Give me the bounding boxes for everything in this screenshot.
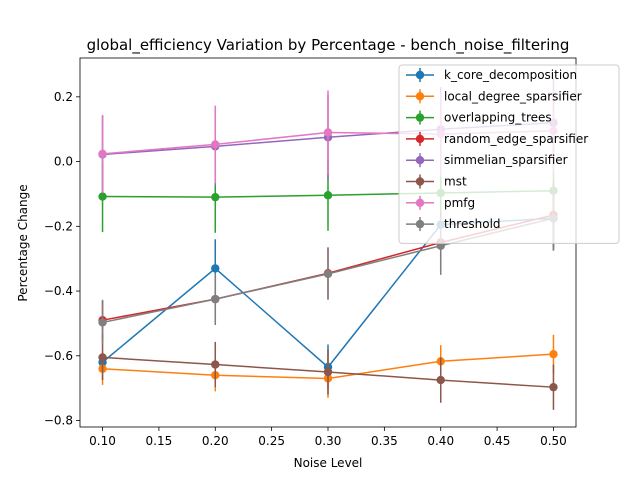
data-point [211, 192, 220, 202]
legend-label: local_degree_sparsifier [444, 89, 582, 103]
legend-entry-threshold: threshold [406, 217, 501, 232]
data-point [549, 382, 558, 392]
legend-marker [415, 70, 425, 80]
data-point [98, 192, 107, 201]
data-point [323, 367, 333, 377]
legend-label: pmfg [444, 196, 475, 210]
legend-label: random_edge_sparsifier [444, 132, 588, 146]
data-point [98, 149, 107, 159]
data-point [98, 318, 107, 327]
data-point [323, 128, 333, 137]
data-point [211, 360, 220, 369]
legend-entry-k_core_decomposition: k_core_decomposition [406, 68, 577, 82]
legend-label: threshold [444, 217, 501, 231]
legend-marker [415, 156, 425, 165]
legend-marker [415, 134, 425, 144]
legend-marker [415, 219, 425, 229]
y-tick-label: −0.8 [44, 414, 73, 428]
y-axis-label: Percentage Change [16, 184, 30, 301]
legend-entry-local_degree_sparsifier: local_degree_sparsifier [406, 89, 582, 104]
data-point [211, 294, 220, 304]
x-tick-label: 0.40 [427, 434, 454, 448]
legend-entry-simmelian_sparsifier: simmelian_sparsifier [406, 153, 568, 168]
x-tick-label: 0.30 [315, 434, 342, 448]
legend-marker [415, 198, 425, 207]
legend-label: mst [444, 175, 467, 189]
x-tick-label: 0.10 [89, 434, 116, 448]
legend-entry-random_edge_sparsifier: random_edge_sparsifier [406, 131, 588, 146]
x-tick-label: 0.15 [146, 434, 173, 448]
x-tick-label: 0.45 [484, 434, 511, 448]
data-point [211, 264, 220, 273]
data-point [323, 191, 333, 200]
x-tick-label: 0.25 [258, 434, 285, 448]
y-tick-label: −0.2 [44, 219, 73, 233]
legend-marker [415, 177, 425, 186]
legend-label: overlapping_trees [444, 111, 552, 125]
legend-marker [415, 92, 425, 101]
x-tick-label: 0.20 [202, 434, 229, 448]
y-tick-label: −0.4 [44, 284, 73, 298]
data-point [436, 375, 445, 385]
legend-box [398, 64, 620, 244]
series-mst [98, 334, 558, 410]
legend-marker [415, 113, 425, 122]
legend-label: simmelian_sparsifier [444, 153, 568, 167]
legend-label: k_core_decomposition [444, 68, 577, 82]
chart-title: global_efficiency Variation by Percentag… [87, 36, 570, 55]
y-tick-label: −0.6 [44, 349, 73, 363]
legend-entry-pmfg: pmfg [406, 195, 475, 210]
x-tick-label: 0.35 [371, 434, 398, 448]
data-point [98, 353, 107, 362]
legend: k_core_decomposition local_degree_sparsif… [398, 64, 620, 244]
data-point [323, 269, 333, 279]
data-point [549, 349, 558, 359]
data-point [211, 140, 220, 149]
y-tick-label: 0.0 [54, 155, 73, 169]
axes: 0.10 0.15 0.20 0.25 0.30 0.35 0.40 0.45 0.50 −0.8… [44, 57, 577, 448]
y-tick-label: 0.2 [54, 90, 73, 104]
legend-entry-mst: mst [406, 174, 467, 189]
x-axis-label: Noise Level [294, 456, 363, 470]
x-tick-label: 0.50 [540, 434, 567, 448]
legend-entry-overlapping_trees: overlapping_trees [406, 110, 552, 125]
